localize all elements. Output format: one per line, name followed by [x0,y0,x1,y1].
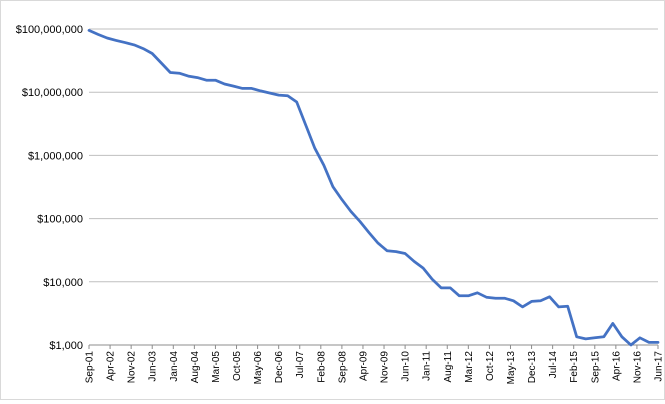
series-polyline [89,30,658,345]
x-tick-label: Aug-11 [443,351,454,383]
x-tick-label: Oct-05 [232,351,243,381]
x-tick-label: Dec-13 [527,351,538,384]
x-tick-label: Nov-16 [632,351,643,384]
x-tick-label: May-06 [253,351,264,385]
y-axis-tick-labels: $100,000,000 $10,000,000 $1,000,000 $100,00… [16,24,83,352]
x-tick-label: Jun-03 [148,351,159,382]
x-tick-label: Jun-17 [654,351,665,382]
x-tick-label: Nov-09 [380,351,391,384]
x-tick-label: Jan-11 [422,351,433,381]
x-tick-label: Aug-04 [190,351,201,384]
x-tick-label: Sep-01 [85,351,96,384]
x-tick-label: Jun-10 [401,351,412,382]
x-tick-label: Sep-08 [337,351,348,384]
x-tick-label: Feb-15 [569,351,580,383]
x-tick-label: Mar-12 [464,351,475,383]
gridlines [89,29,658,345]
x-tick-label: Apr-02 [106,351,117,381]
x-tick-label: Feb-08 [316,351,327,383]
x-axis [89,345,658,349]
x-tick-label: May-13 [506,351,517,385]
x-tick-label: Dec-06 [274,351,285,384]
x-tick-label: Mar-05 [211,351,222,383]
y-tick-label: $1,000 [49,340,83,352]
x-tick-label: Jan-04 [169,351,180,382]
x-tick-label: Sep-15 [590,351,601,384]
x-tick-label: Nov-02 [127,351,138,384]
x-tick-label: Oct-12 [485,351,496,381]
x-axis-tick-labels: Sep-01 Apr-02 Nov-02 Jun-03 Jan-04 Aug-04 Mar-… [85,351,665,385]
x-tick-label: Jul-07 [295,351,306,379]
x-tick-label: Jul-14 [548,351,559,379]
y-tick-label: $1,000,000 [28,150,83,162]
y-tick-label: $100,000,000 [16,24,83,36]
series-line [89,30,658,345]
x-tick-label: Apr-09 [358,351,369,381]
y-tick-label: $10,000,000 [22,87,83,99]
y-tick-label: $10,000 [43,277,83,289]
x-tick-label: Apr-16 [611,351,622,381]
y-tick-label: $100,000 [37,214,83,226]
